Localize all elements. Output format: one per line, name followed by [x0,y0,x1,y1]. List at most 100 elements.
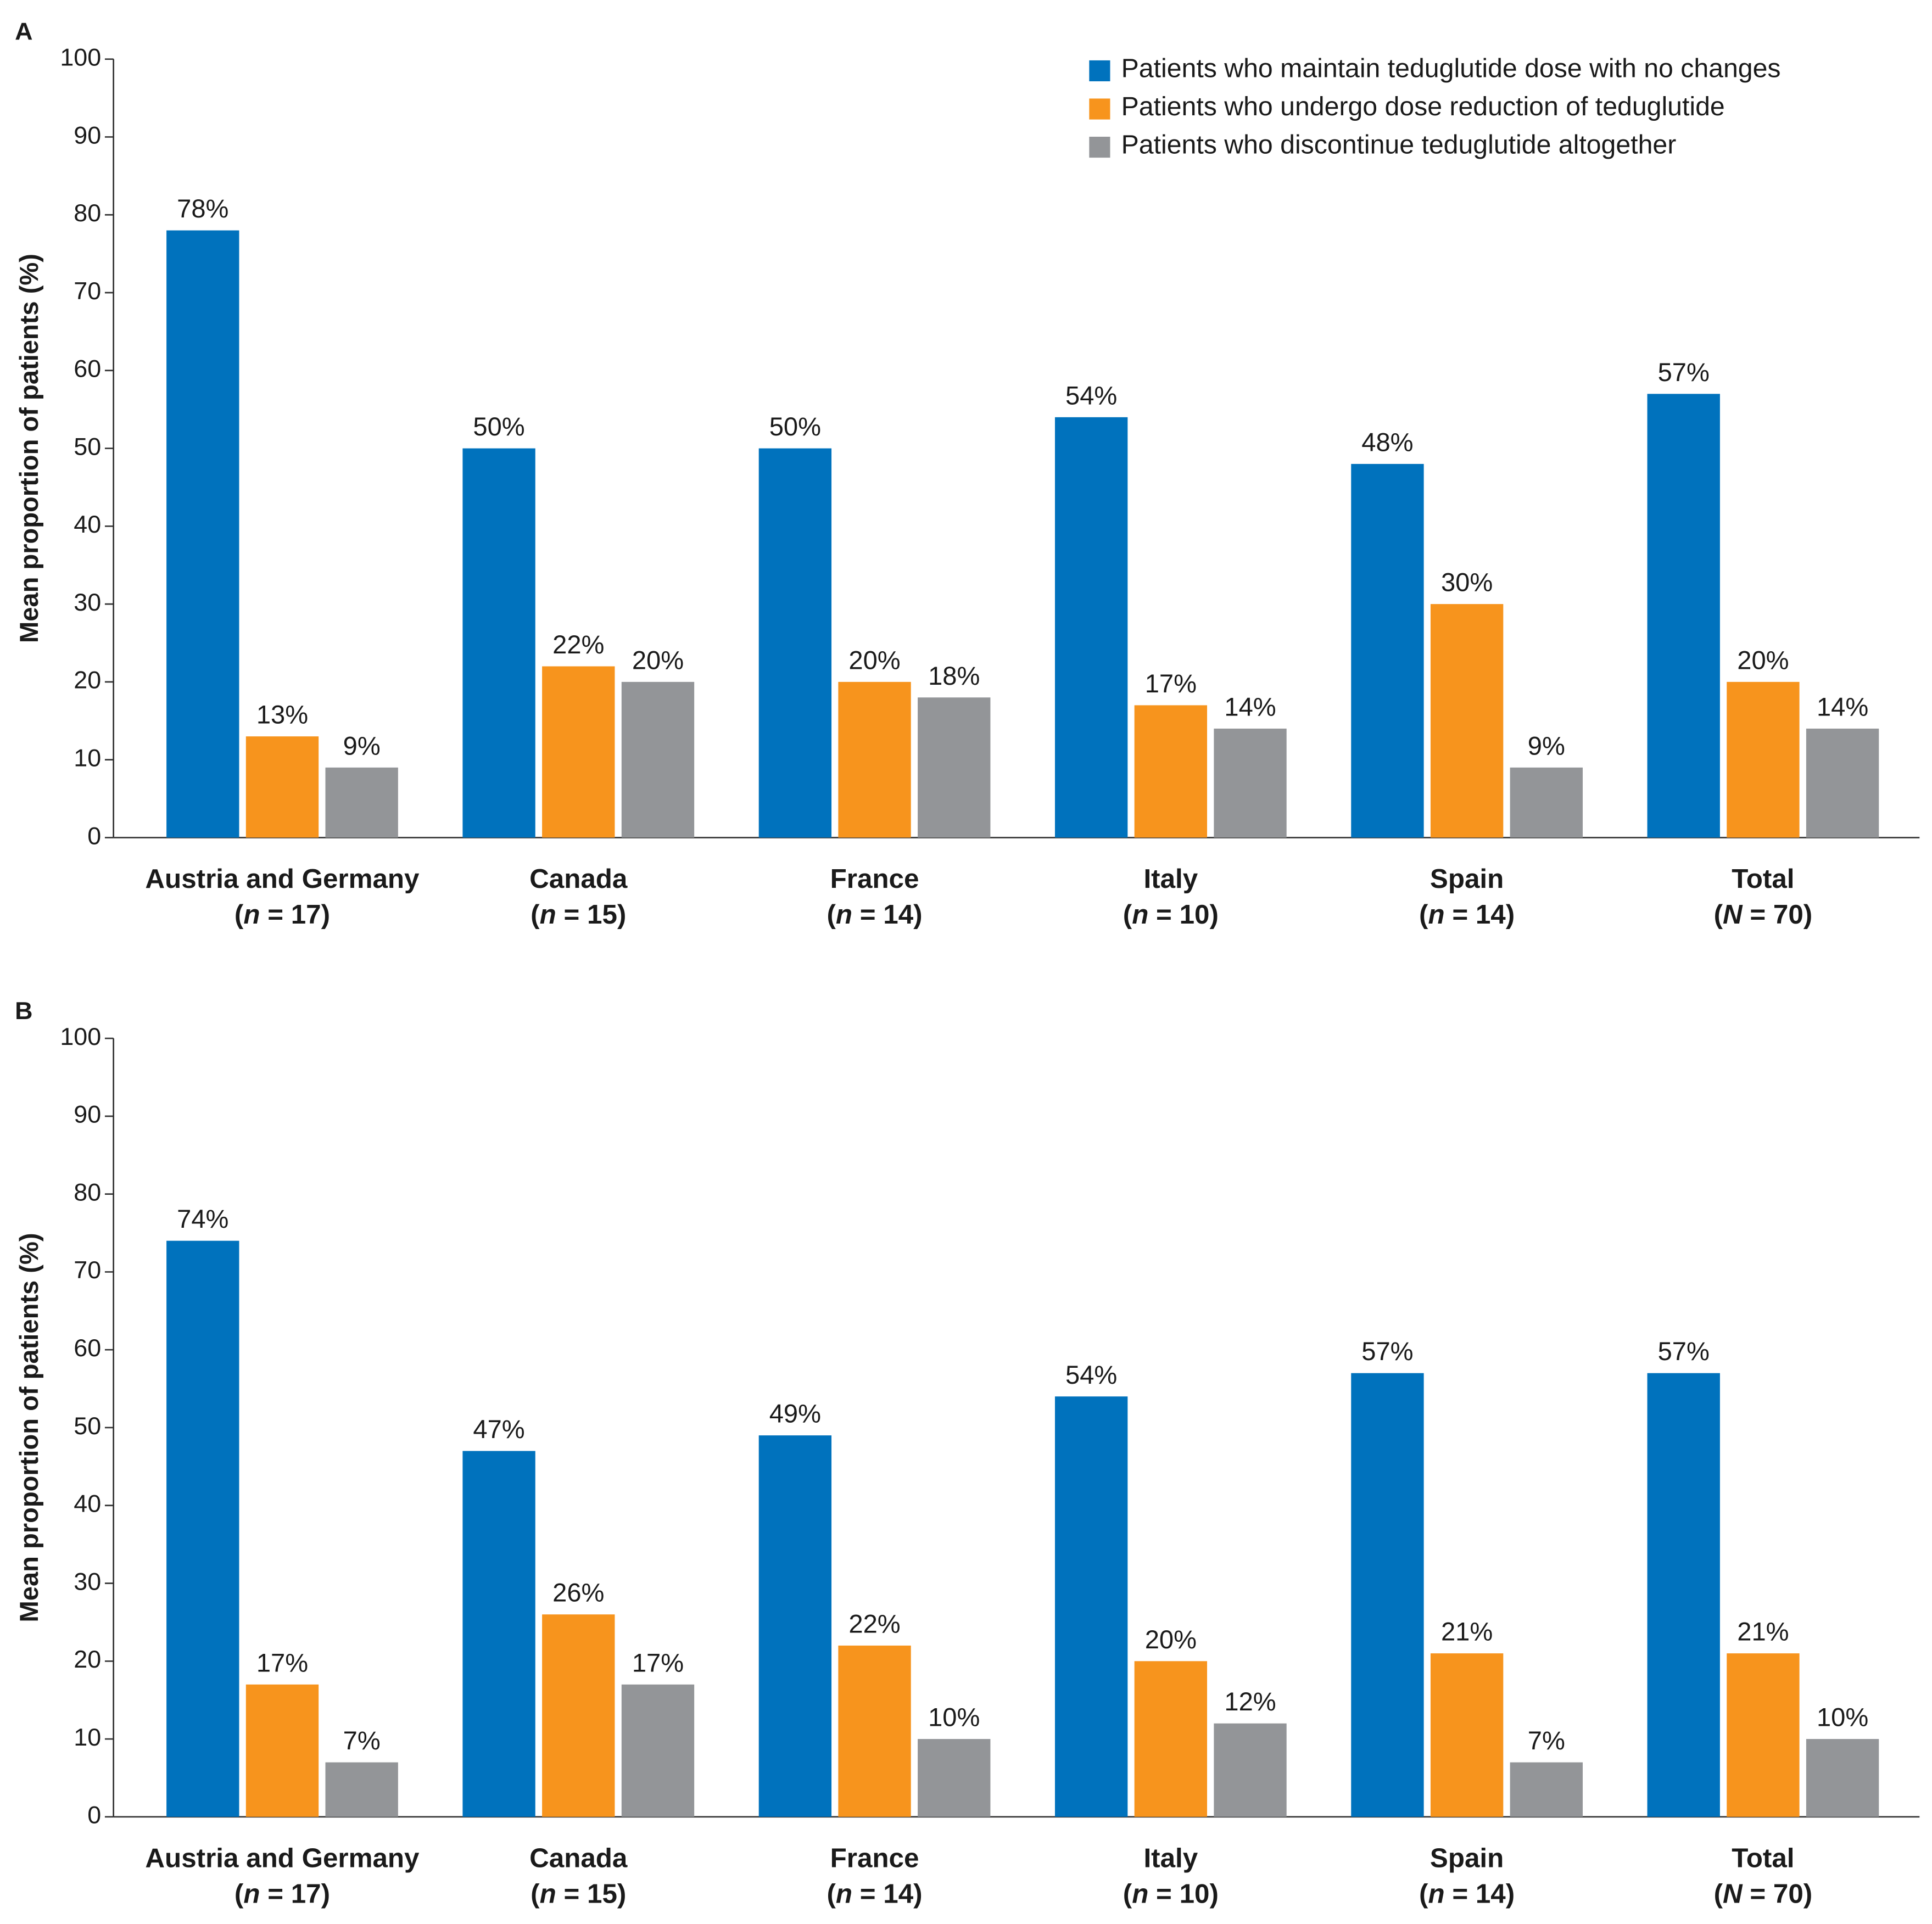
y-tick-label: 60 [74,1334,101,1362]
value-label: 20% [848,645,900,674]
bar [462,448,535,838]
sample-size-label: (n = 15) [531,899,626,930]
legend-label: Patients who discontinue teduglutide alt… [1121,130,1677,160]
bar [1214,1723,1287,1817]
bar [245,1684,319,1817]
value-label: 57% [1658,357,1710,387]
sample-size-label: (N = 70) [1714,899,1813,930]
value-label: 57% [1658,1336,1710,1366]
value-label: 17% [1145,669,1197,698]
value-label: 20% [1145,1625,1197,1654]
y-tick-label: 70 [74,1256,101,1284]
bar [542,666,615,838]
bar [621,1684,695,1817]
bar [758,1435,832,1817]
value-label: 54% [1065,381,1117,410]
bar [1054,417,1128,838]
bar [1510,767,1583,838]
panel-label: A [15,17,32,45]
x-tick-label: Canada [529,864,628,894]
bar [838,681,911,838]
bar [1727,681,1800,838]
value-label: 50% [473,412,524,441]
x-tick-label: Austria and Germany [145,1843,420,1873]
sample-size-label: (n = 15) [531,1878,626,1909]
bar [1054,1396,1128,1817]
bar [1510,1762,1583,1817]
bar [245,736,319,838]
value-label: 50% [769,412,821,441]
bar [166,1240,239,1817]
y-tick-label: 50 [74,432,101,460]
y-tick-label: 20 [74,1645,101,1673]
value-label: 14% [1817,692,1868,721]
sample-size-label: (N = 70) [1714,1878,1813,1909]
sample-size-label: (n = 10) [1123,899,1219,930]
bar [1806,1739,1879,1817]
value-label: 7% [1528,1726,1565,1755]
value-label: 9% [343,731,381,760]
legend-swatch [1089,60,1110,82]
x-tick-label: Italy [1143,1843,1198,1873]
bar [1351,1373,1424,1817]
value-label: 78% [177,194,228,223]
bar [1806,728,1879,838]
y-tick-label: 100 [60,1022,101,1050]
y-axis-label: Mean proportion of patients (%) [14,1233,43,1622]
y-tick-label: 20 [74,666,101,694]
y-tick-label: 10 [74,1723,101,1751]
legend-swatch [1089,98,1110,120]
value-label: 21% [1441,1617,1493,1646]
bar [325,767,398,838]
value-label: 10% [928,1703,980,1732]
value-label: 12% [1224,1687,1276,1716]
sample-size-label: (n = 14) [1419,899,1515,930]
y-tick-label: 30 [74,1567,101,1595]
value-label: 47% [473,1414,524,1444]
value-label: 49% [769,1399,821,1428]
value-label: 17% [256,1648,308,1677]
bar [462,1451,535,1817]
bar [621,681,695,838]
sample-size-label: (n = 14) [1419,1878,1515,1909]
y-tick-label: 40 [74,1490,101,1518]
y-tick-label: 70 [74,277,101,305]
bar [1430,1653,1504,1817]
sample-size-label: (n = 17) [234,899,330,930]
bar [918,1739,991,1817]
bar [166,230,239,838]
value-label: 7% [343,1726,381,1755]
bar [1351,463,1424,838]
value-label: 20% [632,645,684,674]
bar [758,448,832,838]
bar [1134,1661,1208,1817]
x-tick-label: Italy [1143,864,1198,894]
bar [1214,728,1287,838]
value-label: 14% [1224,692,1276,721]
y-tick-label: 50 [74,1412,101,1440]
y-tick-label: 60 [74,355,101,383]
bar [325,1762,398,1817]
value-label: 22% [848,1609,900,1638]
x-tick-label: France [830,864,919,894]
value-label: 48% [1361,427,1413,456]
value-label: 54% [1065,1360,1117,1389]
bar [1647,394,1720,838]
y-tick-label: 30 [74,588,101,616]
bar [918,697,991,838]
legend-swatch [1089,137,1110,158]
y-tick-label: 80 [74,199,101,227]
y-tick-label: 100 [60,43,101,71]
value-label: 26% [552,1578,604,1607]
value-label: 57% [1361,1336,1413,1366]
legend-label: Patients who maintain teduglutide dose w… [1121,54,1781,83]
bar [542,1614,615,1817]
value-label: 22% [552,630,604,659]
x-tick-label: Austria and Germany [145,864,420,894]
panel-label: B [15,997,32,1025]
y-tick-label: 0 [87,821,101,849]
y-tick-label: 90 [74,121,101,149]
value-label: 18% [928,661,980,690]
